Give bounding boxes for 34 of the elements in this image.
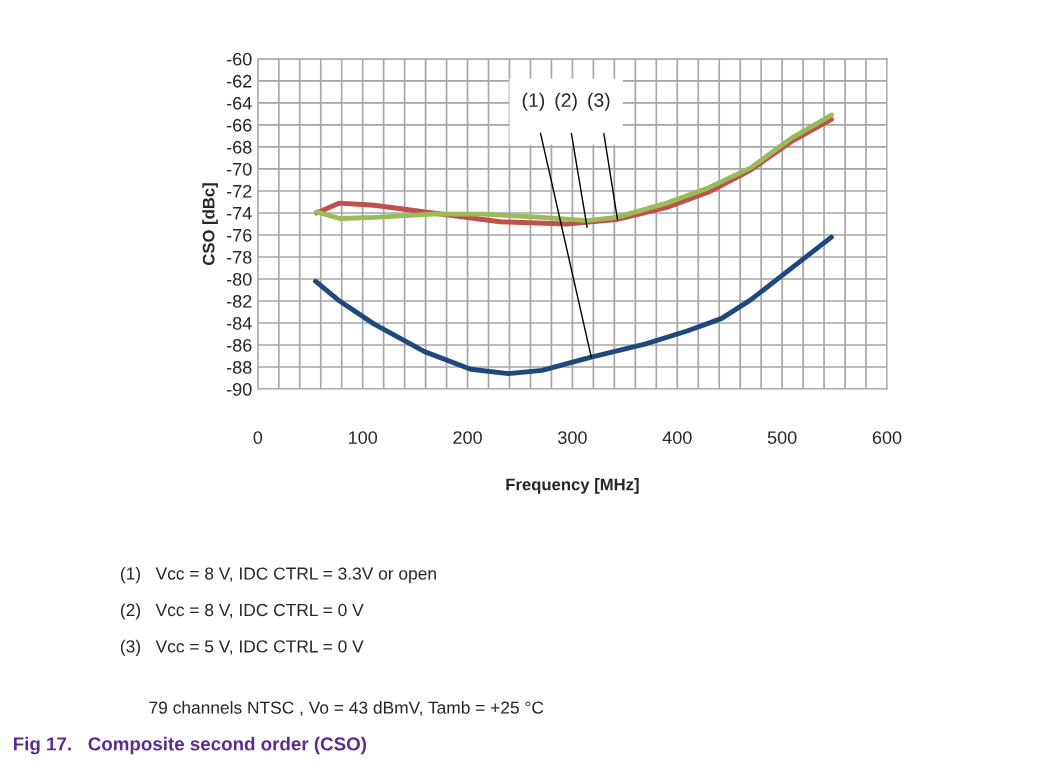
x-axis-title: Frequency [MHz] — [506, 478, 639, 494]
text: 79 channels NTSC , Vo = 43 dBmV, Tamb = +25 °C — [149, 701, 544, 716]
y-tick-label: -86 — [226, 338, 252, 352]
y-tick-label: -82 — [226, 294, 252, 308]
x-tick-label: 300 — [558, 431, 587, 444]
x-tick-label: 100 — [349, 431, 378, 444]
annotation: (1) — [522, 92, 545, 111]
y-tick-label: -80 — [226, 272, 252, 286]
y-tick-label: -76 — [226, 228, 252, 242]
annotation: (2) — [555, 92, 577, 111]
text: (3) Vcc = 5 V, IDC CTRL = 0 V — [120, 639, 364, 656]
y-tick-label: -64 — [226, 96, 252, 110]
y-tick-label: -66 — [226, 118, 252, 132]
text: (1) Vcc = 8 V, IDC CTRL = 3.3V or open — [120, 566, 436, 584]
y-axis-title: CSO [dBc] — [202, 183, 218, 265]
x-tick-label: 400 — [662, 431, 692, 444]
x-tick-label: 600 — [872, 431, 902, 444]
y-tick-label: -78 — [226, 250, 252, 264]
y-tick-label: -60 — [226, 52, 252, 66]
y-tick-label: -68 — [226, 140, 252, 154]
x-tick-label: 0 — [253, 431, 263, 444]
y-tick-label: -74 — [226, 207, 252, 220]
x-tick-label: 200 — [453, 431, 482, 444]
y-tick-label: -88 — [226, 360, 252, 374]
text: (2) Vcc = 8 V, IDC CTRL = 0 V — [120, 603, 364, 620]
x-tick-label: 500 — [767, 431, 797, 444]
text: Fig 17. Composite second order (CSO) — [13, 736, 367, 755]
y-tick-label: -72 — [226, 184, 252, 198]
y-tick-label: -70 — [226, 162, 252, 176]
line-series — [313, 234, 834, 377]
y-tick-label: -90 — [226, 382, 252, 396]
y-tick-label: -84 — [226, 316, 252, 330]
annotation: (3) — [588, 92, 610, 111]
y-tick-label: -62 — [226, 74, 252, 88]
